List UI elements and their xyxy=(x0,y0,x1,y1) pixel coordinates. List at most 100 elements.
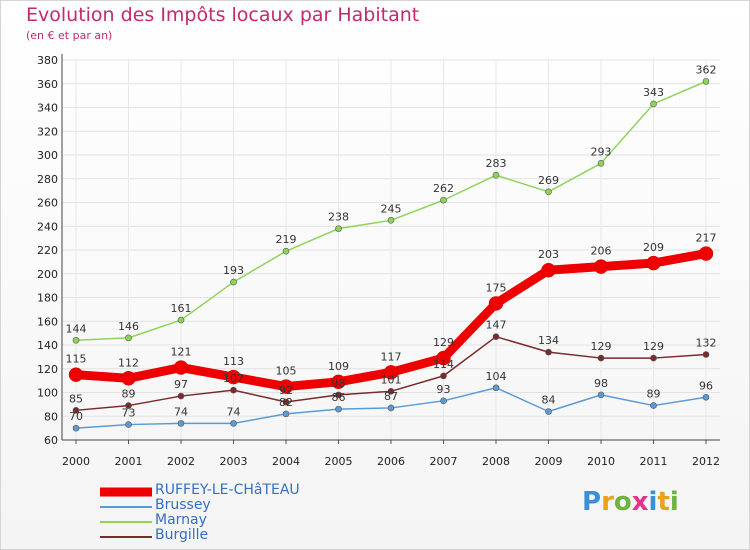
data-label: 93 xyxy=(437,383,451,396)
y-tick-label: 240 xyxy=(37,220,58,233)
data-label: 203 xyxy=(538,248,559,261)
legend-swatch xyxy=(100,487,152,497)
data-point xyxy=(492,333,500,340)
data-point xyxy=(387,388,395,395)
data-point xyxy=(335,391,342,399)
data-point xyxy=(173,360,189,375)
y-tick-label: 180 xyxy=(37,292,58,305)
data-label: 87 xyxy=(384,390,398,403)
data-label: 132 xyxy=(696,337,717,350)
data-point xyxy=(646,255,661,271)
y-tick-label: 320 xyxy=(37,125,58,138)
data-label: 134 xyxy=(538,334,559,347)
data-point xyxy=(278,379,294,394)
data-label: 104 xyxy=(486,370,507,383)
data-label: 206 xyxy=(591,245,612,258)
logo-letter: i xyxy=(669,487,679,517)
data-point xyxy=(492,171,500,179)
x-tick-label: 2011 xyxy=(640,455,668,468)
data-point xyxy=(68,367,84,382)
data-label: 113 xyxy=(223,355,244,368)
y-tick-label: 80 xyxy=(44,410,58,423)
data-label: 121 xyxy=(171,346,192,359)
data-point xyxy=(593,259,609,274)
data-label: 129 xyxy=(643,340,664,353)
data-point xyxy=(125,402,132,409)
data-point xyxy=(545,188,552,196)
data-label: 74 xyxy=(174,405,188,418)
data-label: 105 xyxy=(276,365,297,378)
data-point xyxy=(650,402,657,409)
legend-swatch xyxy=(100,521,152,523)
data-label: 245 xyxy=(381,202,402,215)
y-tick-label: 100 xyxy=(37,387,58,400)
data-point xyxy=(230,386,237,394)
y-tick-label: 120 xyxy=(37,363,58,376)
data-label: 117 xyxy=(381,350,402,363)
data-label: 86 xyxy=(332,391,346,404)
x-tick-label: 2000 xyxy=(62,455,90,468)
data-label: 89 xyxy=(647,388,661,401)
data-label: 161 xyxy=(171,302,192,315)
y-tick-label: 360 xyxy=(37,78,58,91)
data-label: 146 xyxy=(118,320,139,333)
data-point xyxy=(331,374,346,390)
data-label: 102 xyxy=(223,372,244,385)
data-label: 74 xyxy=(227,405,241,418)
x-tick-label: 2003 xyxy=(220,455,248,468)
data-label: 209 xyxy=(643,241,664,254)
proxiti-logo: Proxiti xyxy=(582,487,679,517)
legend-label: Brussey xyxy=(155,497,211,513)
data-point xyxy=(230,278,237,286)
data-label: 98 xyxy=(594,377,608,390)
y-tick-label: 200 xyxy=(37,268,58,281)
x-tick-label: 2004 xyxy=(272,455,300,468)
data-point xyxy=(282,398,290,406)
data-label: 362 xyxy=(696,63,717,76)
data-point xyxy=(488,296,504,311)
data-label: 109 xyxy=(328,360,349,373)
data-label: 293 xyxy=(591,145,612,158)
x-tick-label: 2006 xyxy=(377,455,405,468)
data-point xyxy=(387,404,395,412)
data-label: 262 xyxy=(433,182,454,195)
data-point xyxy=(650,354,657,362)
data-label: 70 xyxy=(69,410,83,423)
x-tick-label: 2009 xyxy=(535,455,563,468)
data-label: 114 xyxy=(433,358,454,371)
data-label: 84 xyxy=(542,394,556,407)
data-label: 82 xyxy=(279,396,293,409)
legend-label: RUFFEY-LE-CHâTEAU xyxy=(155,482,300,498)
x-tick-label: 2008 xyxy=(482,455,510,468)
data-point xyxy=(597,354,605,362)
data-label: 112 xyxy=(118,356,139,369)
data-point xyxy=(387,217,395,224)
y-tick-label: 380 xyxy=(37,54,58,67)
x-tick-label: 2001 xyxy=(115,455,143,468)
x-tick-label: 2012 xyxy=(692,455,720,468)
logo-letter: o xyxy=(613,487,632,517)
data-label: 85 xyxy=(69,392,83,405)
data-point xyxy=(440,372,447,380)
y-tick-label: 300 xyxy=(37,149,58,162)
y-tick-label: 340 xyxy=(37,102,58,115)
data-label: 283 xyxy=(486,157,507,170)
data-point xyxy=(72,407,80,414)
data-point xyxy=(335,405,342,413)
x-tick-label: 2010 xyxy=(587,455,615,468)
data-point xyxy=(383,365,399,380)
logo-letter: P xyxy=(582,487,602,517)
y-tick-label: 260 xyxy=(37,197,58,210)
y-tick-label: 160 xyxy=(37,315,58,328)
data-point xyxy=(545,348,552,356)
logo-letter: t xyxy=(657,487,670,517)
data-label: 269 xyxy=(538,174,559,187)
data-label: 89 xyxy=(122,388,136,401)
y-tick-label: 280 xyxy=(37,173,58,186)
data-point xyxy=(702,78,710,85)
data-point xyxy=(541,262,556,278)
data-label: 92 xyxy=(279,384,293,397)
x-tick-label: 2005 xyxy=(325,455,353,468)
